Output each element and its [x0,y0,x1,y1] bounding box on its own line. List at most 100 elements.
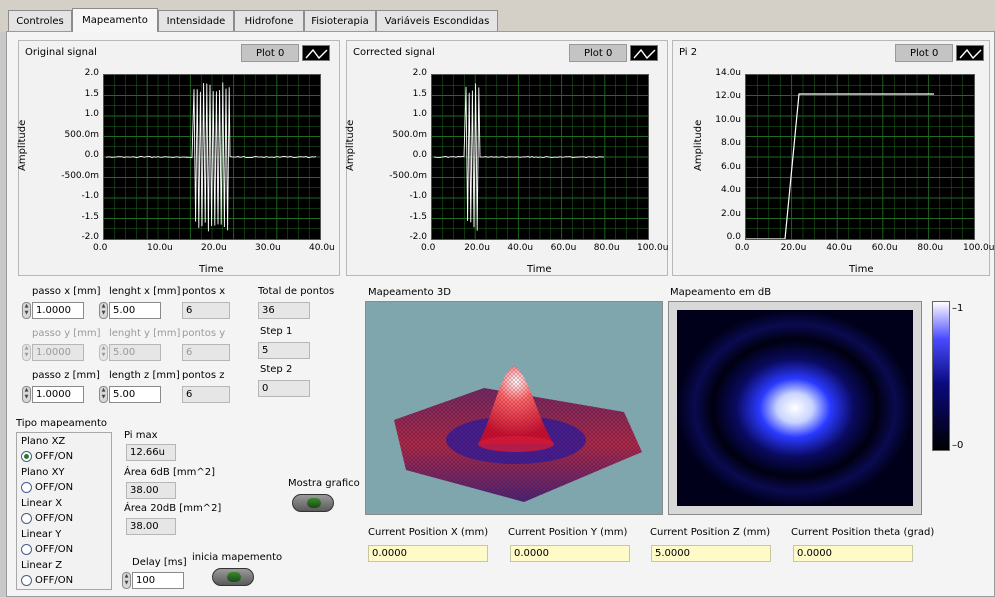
passo-y-spinner[interactable]: ▲ ▼ [22,344,31,361]
plot-legend-label: Plot 0 [569,44,627,62]
graph-title: Corrected signal [353,47,435,58]
passo-x-spinner[interactable]: ▲ ▼ [22,302,31,319]
lenght-x-label: lenght x [mm] [109,286,180,297]
tipo-option-toggle[interactable]: OFF/ON [21,450,73,463]
map3d-plot[interactable] [365,301,663,515]
x-tick-label: 80.0u [917,243,943,253]
y-tick-label: 0.0 [59,150,99,160]
y-tick-label: 2.0 [387,68,427,78]
step1-field: 5 [258,342,310,359]
tipo-option-toggle[interactable]: OFF/ON [21,543,73,556]
plot-legend[interactable]: Plot 0 [569,43,658,63]
delay-spinner[interactable]: ▲ ▼ [122,572,131,589]
x-tick-label: 20.0u [464,243,490,253]
y-tick-label: 1.5 [59,89,99,99]
mapdb-plot[interactable] [668,301,922,515]
intensity-map [669,302,921,514]
graph-title: Pi 2 [679,47,697,58]
x-axis-label: Time [199,264,223,275]
plot-area[interactable] [431,74,649,240]
tipo-option-name: Plano XY [21,466,73,479]
x-tick-label: 60.0u [551,243,577,253]
tab-variaveis-escondidas[interactable]: Variáveis Escondidas [376,10,498,32]
graph-pi2: Pi 2 Plot 0 Amplitude Time 14.0u 12.0u 10.… [672,40,990,276]
y-tick-label: 0.0 [387,150,427,160]
radio-icon [21,451,32,462]
tipo-option-toggle[interactable]: OFF/ON [21,481,73,494]
map3d-title: Mapeamento 3D [368,287,451,298]
graph-original-signal: Original signal Plot 0 Amplitude Time 2.… [18,40,340,276]
mostra-label: Mostra grafico [288,478,360,489]
pos-z-label: Current Position Z (mm) [650,527,770,538]
y-tick-label: 2.0 [59,68,99,78]
lenght-x-spinner[interactable]: ▲ ▼ [99,302,108,319]
tipo-option-name: Linear Y [21,528,73,541]
plot-area[interactable] [103,74,321,240]
pimax-label: Pi max [124,430,158,441]
inicia-mapeamento-button[interactable] [212,568,254,586]
y-tick-label: 1.0 [387,109,427,119]
pontos-z-field: 6 [182,386,230,403]
passo-z-spinner[interactable]: ▲ ▼ [22,386,31,403]
tipo-option-toggle[interactable]: OFF/ON [21,512,73,525]
length-z-spinner[interactable]: ▲ ▼ [99,386,108,403]
tab-intensidade[interactable]: Intensidade [158,10,234,32]
graph-corrected-signal: Corrected signal Plot 0 Amplitude Time 2… [346,40,668,276]
surface-plot [366,302,662,514]
plot-legend[interactable]: Plot 0 [895,43,984,63]
y-tick-label: 6.0u [701,162,741,172]
tab-fisioterapia[interactable]: Fisioterapia [304,10,376,32]
line-style-icon [956,45,984,61]
area20-label: Área 20dB [mm^2] [124,503,221,514]
lenght-x-field[interactable]: 5.00 [109,302,161,319]
radio-icon [21,544,32,555]
y-tick-label: 14.0u [701,68,741,78]
length-z-field[interactable]: 5.00 [109,386,161,403]
x-axis-label: Time [849,264,873,275]
scale-bottom-label: –0 [952,440,963,451]
tab-mapeamento[interactable]: Mapeamento [72,8,158,32]
tipo-option-state: OFF/ON [35,575,73,586]
x-tick-label: 40.0u [309,243,335,253]
x-axis-label: Time [527,264,551,275]
pontos-x-field: 6 [182,302,230,319]
lenght-y-spinner[interactable]: ▲ ▼ [99,344,108,361]
mostra-grafico-button[interactable] [292,494,334,512]
area6-label: Área 6dB [mm^2] [124,467,215,478]
tab-bar: Controles Mapeamento Intensidade Hidrofo… [0,0,995,32]
passo-x-label: passo x [mm] [32,286,101,297]
plot-area[interactable] [745,74,975,240]
tab-hidrofone[interactable]: Hidrofone [234,10,304,32]
x-tick-label: 100.0u [963,243,994,253]
x-tick-label: 0.0 [735,243,749,253]
x-tick-label: 0.0 [93,243,107,253]
lenght-y-field[interactable]: 5.00 [109,344,161,361]
passo-x-field[interactable]: 1.0000 [32,302,84,319]
y-tick-label: -2.0 [59,232,99,242]
pos-x-label: Current Position X (mm) [368,527,488,538]
passo-z-field[interactable]: 1.0000 [32,386,84,403]
color-scale-bar[interactable] [932,301,950,451]
line-style-icon [630,45,658,61]
y-tick-label: 4.0u [701,185,741,195]
mapdb-title: Mapeamento em dB [670,287,771,298]
radio-icon [21,575,32,586]
tipo-option-toggle[interactable]: OFF/ON [21,574,73,587]
tab-controles[interactable]: Controles [8,10,72,32]
y-tick-label: -2.0 [387,232,427,242]
x-tick-label: 60.0u [872,243,898,253]
passo-z-label: passo z [mm] [32,370,100,381]
pontos-y-field: 6 [182,344,230,361]
x-tick-label: 20.0u [201,243,227,253]
x-tick-label: 20.0u [781,243,807,253]
area6-field: 38.00 [126,482,176,499]
plot-legend[interactable]: Plot 0 [241,43,330,63]
tipo-option-state: OFF/ON [35,513,73,524]
total-pontos-label: Total de pontos [258,286,334,297]
radio-icon [21,482,32,493]
y-tick-label: 0.0 [701,232,741,242]
delay-field[interactable]: 100 [132,572,184,589]
tipo-option-name: Plano XZ [21,435,73,448]
y-tick-label: 500.0m [59,130,99,140]
passo-y-field[interactable]: 1.0000 [32,344,84,361]
